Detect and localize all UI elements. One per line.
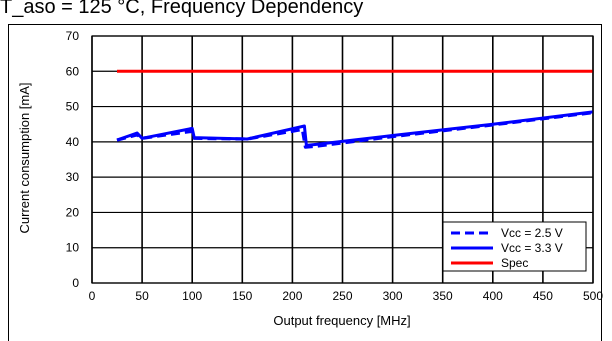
legend-label-0: Vcc = 2.5 V [501,226,563,240]
x-tick-label: 500 [583,289,603,303]
y-tick-label: 0 [72,276,79,290]
x-tick-label: 400 [483,289,503,303]
page-title: T_aso = 125 °C, Frequency Dependency [0,0,364,18]
series-line-0 [116,111,594,149]
x-tick-label: 0 [89,289,96,303]
x-tick-label: 250 [332,289,352,303]
x-tick-label: 50 [135,289,149,303]
plot-border [91,35,594,284]
y-tick-label: 20 [66,205,80,219]
y-tick-label: 60 [66,64,80,78]
y-tick-label: 50 [66,100,80,114]
x-tick-label: 200 [282,289,302,303]
y-tick-label: 30 [66,170,80,184]
y-tick-label: 70 [66,29,80,43]
y-axis-label: Current consumption [mA] [17,82,32,233]
series-layer [116,69,594,149]
y-tick-label: 40 [66,135,80,149]
x-axis-label: Output frequency [MHz] [273,313,410,328]
axis-layer: 0 10 20 30 40 50 60 70 0 50 100 150 200 250 300 350 400 4… [66,29,604,303]
x-tick-label: 350 [433,289,453,303]
legend-label-1: Vcc = 3.3 V [501,241,563,255]
x-tick-label: 450 [533,289,553,303]
x-tick-label: 100 [182,289,202,303]
chart-border [8,24,602,341]
y-tick-label: 10 [66,241,80,255]
x-tick-label: 150 [232,289,252,303]
x-tick-label: 300 [383,289,403,303]
legend-label-2: Spec [501,256,528,270]
